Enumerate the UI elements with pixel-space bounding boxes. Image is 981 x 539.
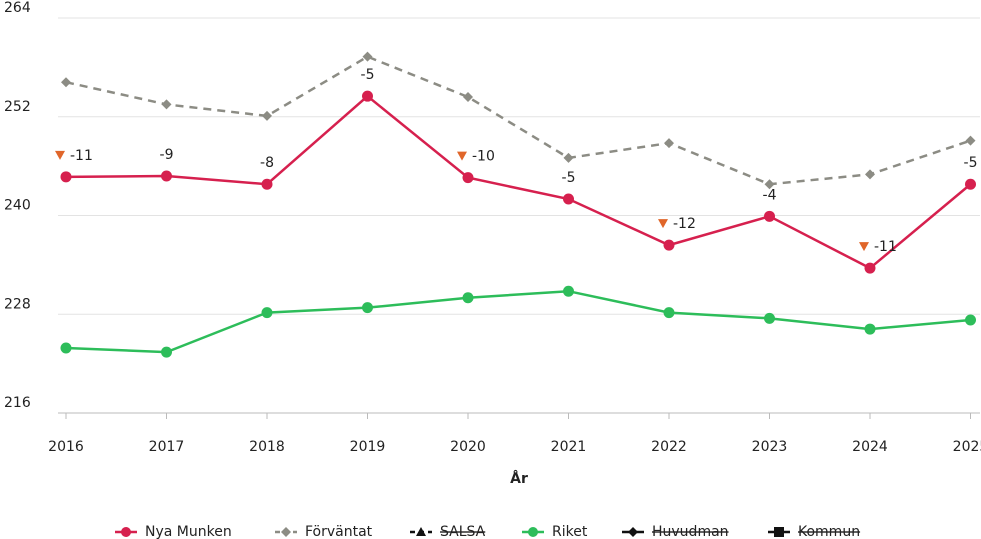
marker [463,92,473,102]
difference-label: -10 [472,149,495,165]
marker [864,323,876,335]
marker [161,346,172,358]
marker [416,527,426,536]
x-tick-label: 2020 [450,439,486,455]
marker [965,135,976,146]
marker [261,307,273,319]
marker [121,527,131,537]
legend-item: Nya Munken [115,524,232,539]
legend-label: SALSA [440,524,486,539]
marker [864,262,876,274]
difference-label: -12 [673,216,696,232]
marker [764,210,775,222]
legend-item: Huvudman [622,524,729,539]
marker [528,527,538,537]
marker [628,527,638,537]
flag-marker [457,151,467,161]
marker [161,170,172,182]
series-line [65,55,971,186]
marker [764,179,775,190]
difference-label: -4 [763,187,777,203]
marker [965,314,976,326]
flag-marker [55,150,65,160]
marker [362,90,373,102]
x-tick-label: 2021 [551,439,587,455]
marker [61,77,71,88]
difference-label: -11 [70,148,93,164]
difference-label: -5 [361,67,375,83]
marker [281,527,291,537]
x-tick-label: 2016 [48,439,84,455]
x-tick-label: 2018 [249,439,285,455]
marker [462,172,474,184]
difference-label: -9 [160,147,174,163]
flag-marker [658,219,668,229]
flag-marker [859,242,869,252]
marker [261,178,273,190]
marker [60,171,72,183]
y-tick-label: 216 [4,395,31,411]
x-tick-label: 2023 [752,439,788,455]
marker [663,307,675,319]
legend-label: Nya Munken [145,524,232,539]
marker [563,193,574,205]
x-tick-label: 2025 [953,439,981,455]
y-tick-label: 264 [4,0,31,16]
marker [764,312,775,324]
marker [774,527,784,537]
marker [362,302,373,314]
marker [262,110,272,121]
legend-label: Huvudman [652,524,729,539]
legend-item: Riket [522,524,588,539]
marker [664,138,674,149]
legend-item: Förväntat [275,524,373,539]
difference-label: -5 [562,170,576,186]
x-tick-label: 2022 [651,439,687,455]
legend-label: Förväntat [305,524,373,539]
y-tick-label: 228 [4,296,31,312]
difference-label: -8 [260,155,274,171]
y-tick-label: 252 [4,99,31,115]
marker [362,51,373,62]
legend-item: Kommun [768,524,860,539]
y-tick-label: 240 [4,198,31,214]
marker [563,285,574,297]
marker [60,342,72,354]
x-tick-label: 2017 [149,439,185,455]
legend-label: Kommun [798,524,860,539]
marker [563,152,574,163]
legend-label: Riket [552,524,588,539]
series-line [65,289,971,354]
legend-item: SALSA [410,524,486,539]
x-tick-label: 2019 [350,439,386,455]
difference-label: -5 [964,155,978,171]
marker [462,292,474,304]
marker [161,99,172,110]
difference-label: -11 [874,239,897,255]
marker [663,239,675,251]
x-axis-label: År [510,470,528,487]
series-line [65,94,972,270]
marker [865,169,875,180]
marker [965,178,976,190]
x-tick-label: 2024 [852,439,888,455]
